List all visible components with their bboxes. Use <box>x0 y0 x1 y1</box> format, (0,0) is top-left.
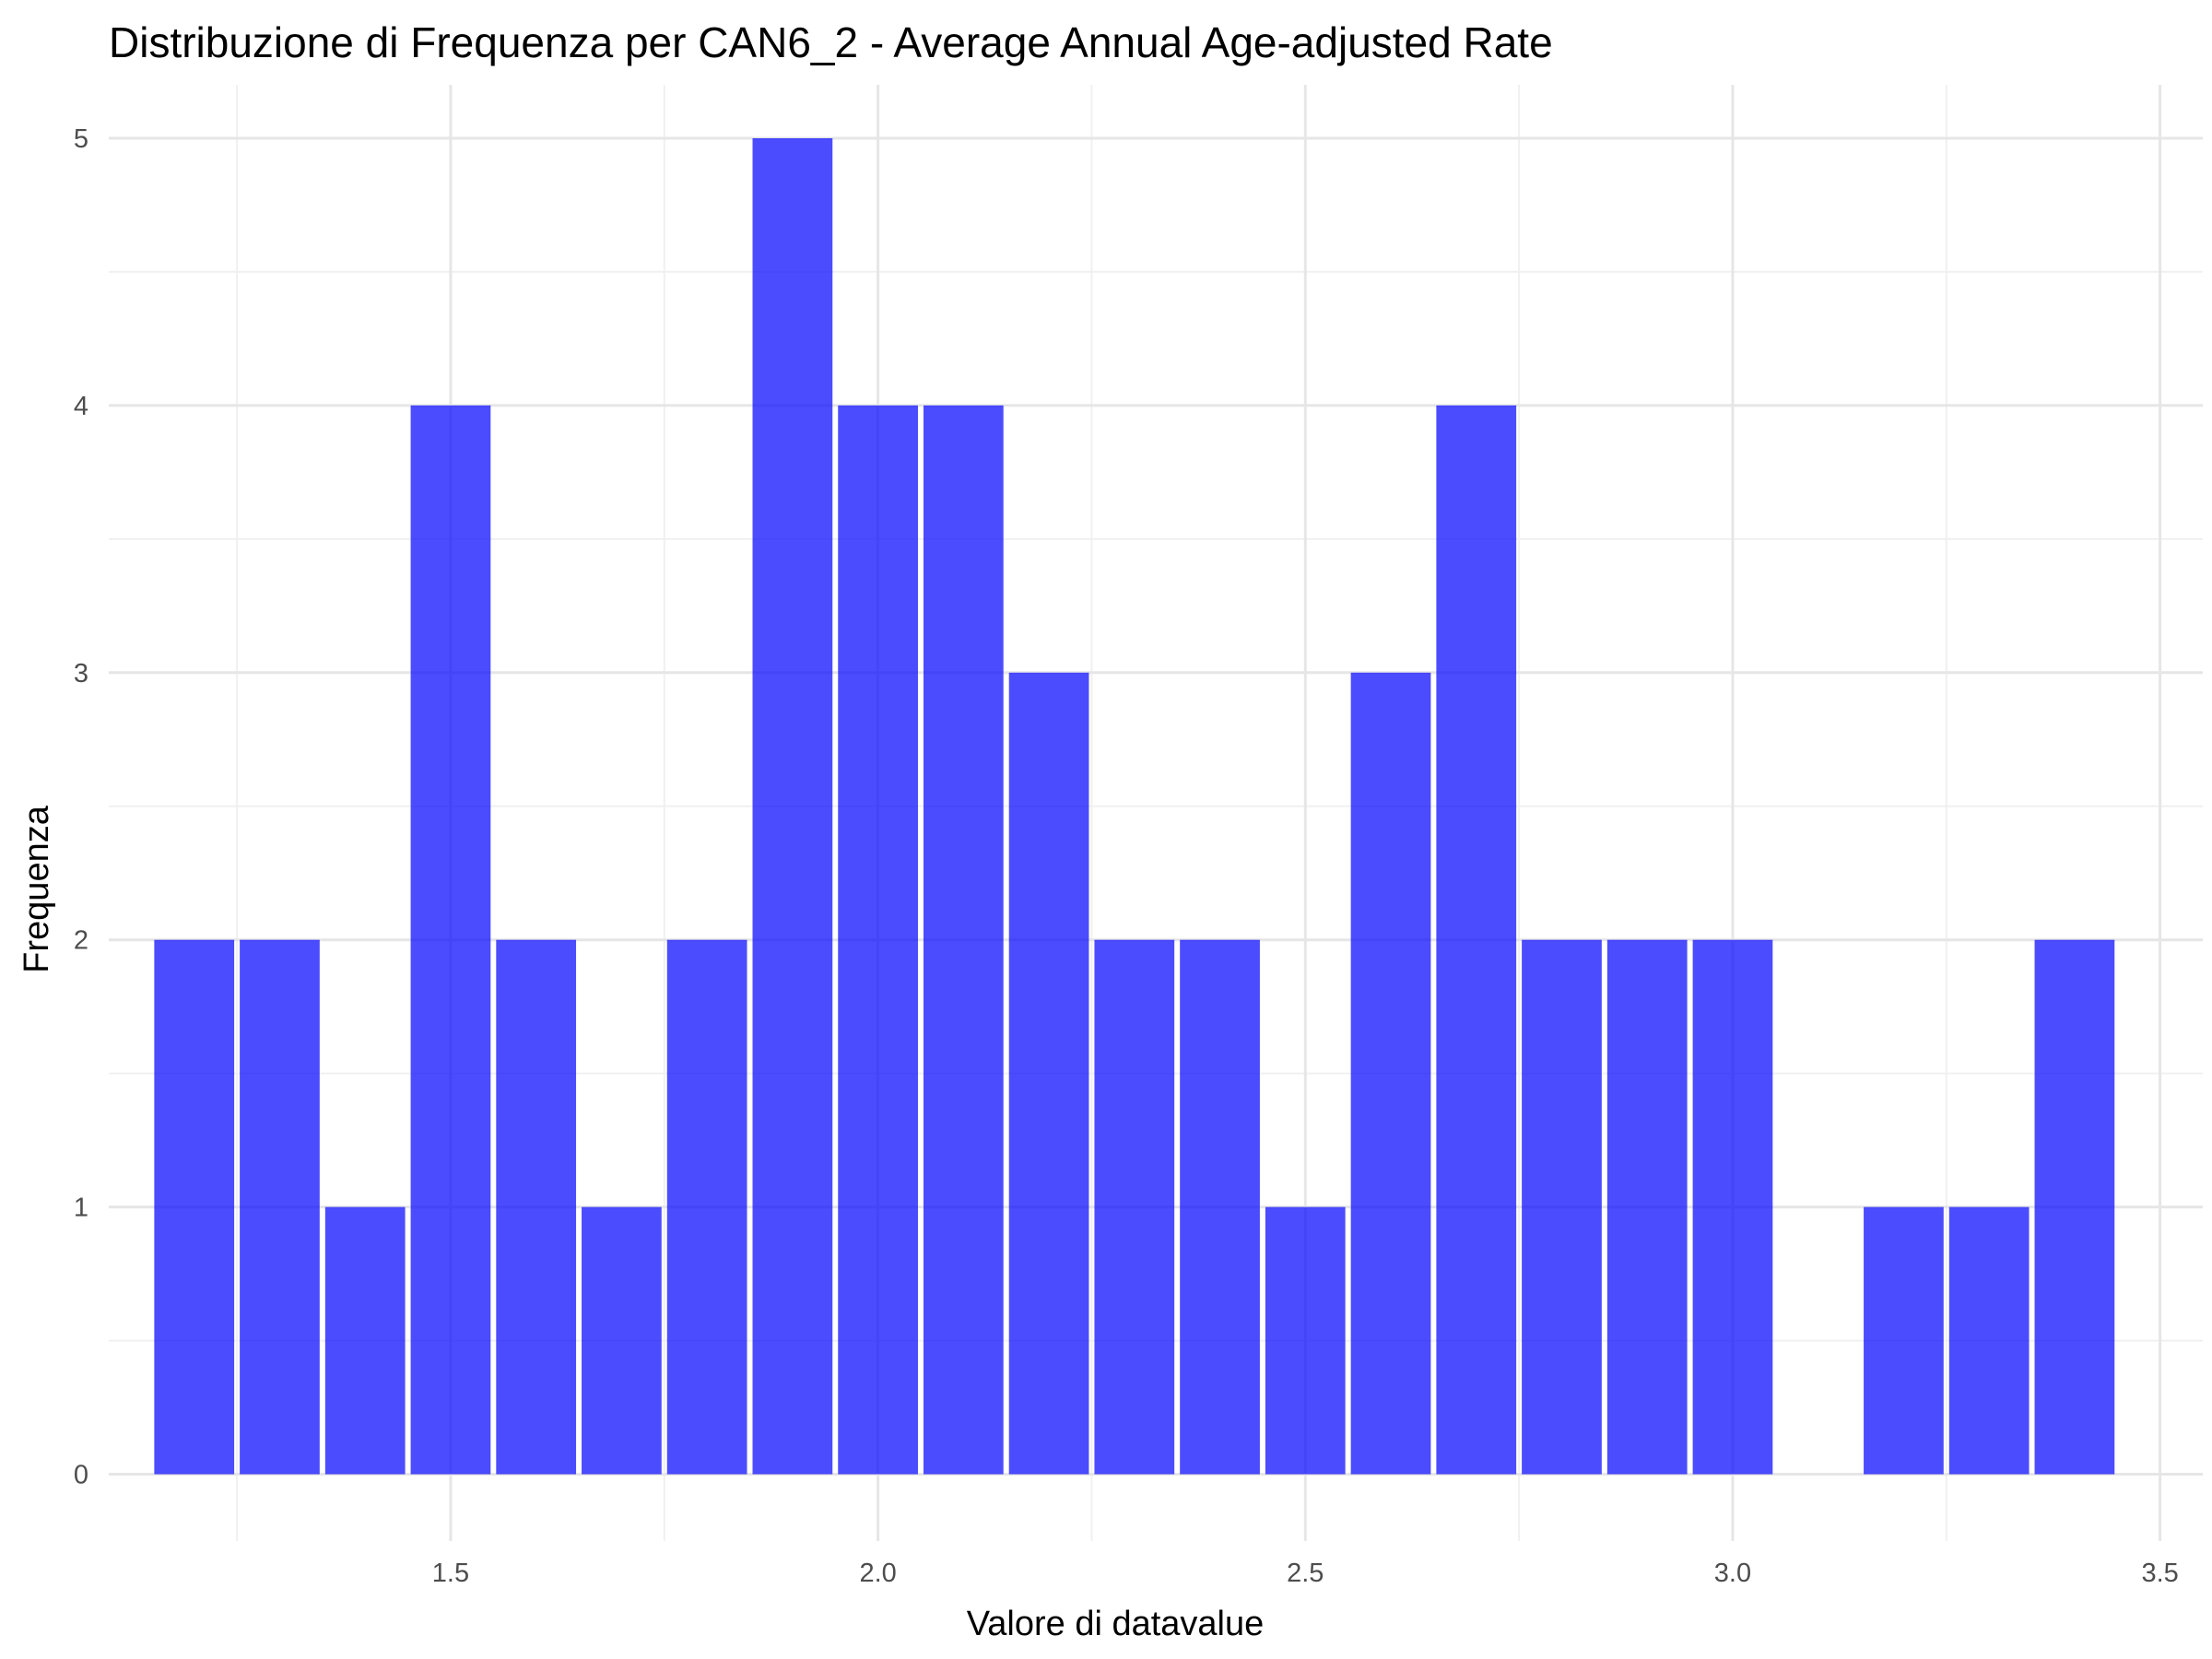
bar-16 <box>1522 939 1602 1475</box>
y-tick-label: 5 <box>74 124 88 154</box>
y-tick-label: 4 <box>74 392 88 421</box>
bar-0 <box>154 939 235 1475</box>
bar-10 <box>1008 672 1089 1475</box>
bar-13 <box>1265 1206 1346 1475</box>
bar-5 <box>582 1206 662 1475</box>
bar-11 <box>1094 939 1175 1475</box>
bar-12 <box>1180 939 1260 1475</box>
bar-8 <box>838 405 918 1475</box>
x-tick-label: 2.5 <box>1287 1559 1324 1588</box>
bar-15 <box>1436 405 1517 1475</box>
x-tick-label: 2.0 <box>859 1559 896 1588</box>
bar-17 <box>1606 939 1688 1475</box>
chart-title: Distribuzione di Frequenza per CAN6_2 - … <box>109 18 1553 66</box>
bar-7 <box>752 137 833 1475</box>
y-tick-label: 0 <box>74 1461 88 1490</box>
bar-3 <box>410 405 491 1475</box>
bar-9 <box>923 405 1004 1475</box>
y-axis-ticks: 0 1 2 3 4 5 <box>74 124 88 1490</box>
y-tick-label: 1 <box>74 1194 88 1223</box>
bar-22 <box>2034 939 2115 1475</box>
bar-1 <box>240 939 320 1475</box>
bar-18 <box>1692 939 1773 1475</box>
x-tick-label: 1.5 <box>432 1559 469 1588</box>
y-tick-label: 3 <box>74 659 88 688</box>
bars <box>154 137 2115 1475</box>
x-axis-label: Valore di datavalue <box>967 1605 1265 1643</box>
bar-4 <box>496 939 577 1475</box>
bar-14 <box>1350 672 1431 1475</box>
x-tick-label: 3.5 <box>2141 1559 2178 1588</box>
bar-6 <box>666 939 747 1475</box>
bar-2 <box>324 1206 406 1475</box>
bar-21 <box>1948 1206 2030 1475</box>
bar-20 <box>1864 1206 1944 1475</box>
y-tick-label: 2 <box>74 926 88 956</box>
x-tick-label: 3.0 <box>1714 1559 1751 1588</box>
x-axis-ticks: 1.5 2.0 2.5 3.0 3.5 <box>432 1559 2179 1588</box>
y-axis-label: Frequenza <box>18 805 56 973</box>
